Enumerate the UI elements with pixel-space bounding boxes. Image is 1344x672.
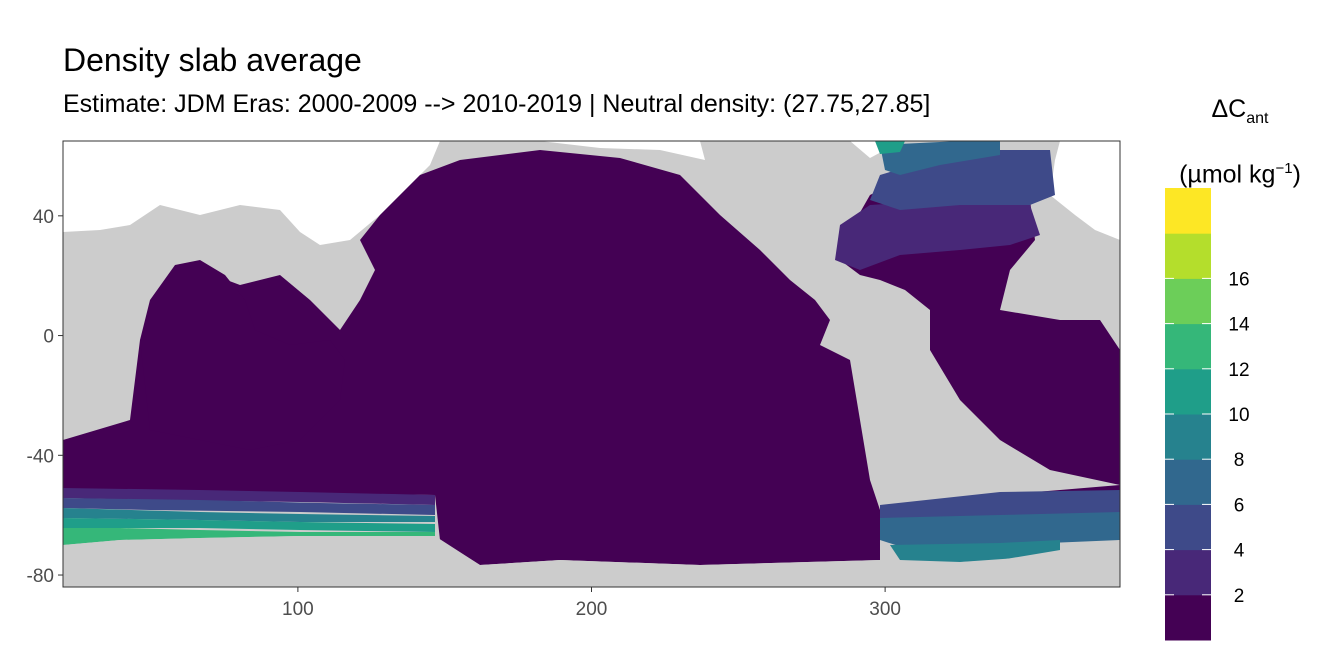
y-axis: 40 0 -40 -80 (27, 207, 63, 587)
legend-label: 16 (1228, 269, 1249, 290)
x-axis: 100 200 300 (282, 587, 901, 620)
plot-subtitle: Estimate: JDM Eras: 2000-2009 --> 2010-2… (63, 90, 931, 118)
legend-swatch (1165, 188, 1211, 234)
legend-swatch (1165, 323, 1211, 370)
legend-swatch (1165, 504, 1211, 551)
legend-label: 10 (1228, 405, 1249, 426)
north-atlantic-values (835, 141, 1055, 270)
legend-swatch (1165, 414, 1211, 460)
map-panel (63, 141, 1120, 587)
y-tick-label: -40 (27, 446, 54, 467)
legend-symbol: ΔCant (1211, 95, 1269, 127)
legend-swatch (1165, 594, 1211, 641)
legend-unit: (µmol kg−1) (1179, 160, 1301, 189)
legend-label: 4 (1234, 541, 1245, 562)
plot-title: Density slab average (63, 42, 362, 78)
legend-swatch (1165, 278, 1211, 325)
antarctica-land (63, 536, 1120, 587)
y-tick-label: 40 (33, 207, 54, 228)
y-tick-label: 0 (43, 327, 54, 348)
legend-title: ΔCant (µmol kg−1) (1160, 84, 1320, 199)
legend-label: 12 (1228, 360, 1249, 381)
legend-swatch (1165, 459, 1211, 505)
x-tick-label: 300 (869, 599, 901, 620)
legend-swatch (1165, 549, 1211, 596)
legend-label: 14 (1228, 315, 1250, 336)
southern-ocean-values (880, 490, 1120, 562)
legend-swatch (1165, 233, 1211, 279)
legend-label: 2 (1234, 586, 1245, 607)
y-tick-label: -80 (27, 566, 54, 587)
x-tick-label: 200 (576, 599, 608, 620)
x-tick-label: 100 (282, 599, 314, 620)
legend-swatch (1165, 368, 1211, 415)
legend-label: 6 (1234, 495, 1245, 516)
legend-label: 8 (1234, 450, 1245, 471)
southern-indian-values (63, 488, 435, 545)
legend-colorbar: 2 4 6 8 10 12 14 16 (1165, 188, 1250, 641)
